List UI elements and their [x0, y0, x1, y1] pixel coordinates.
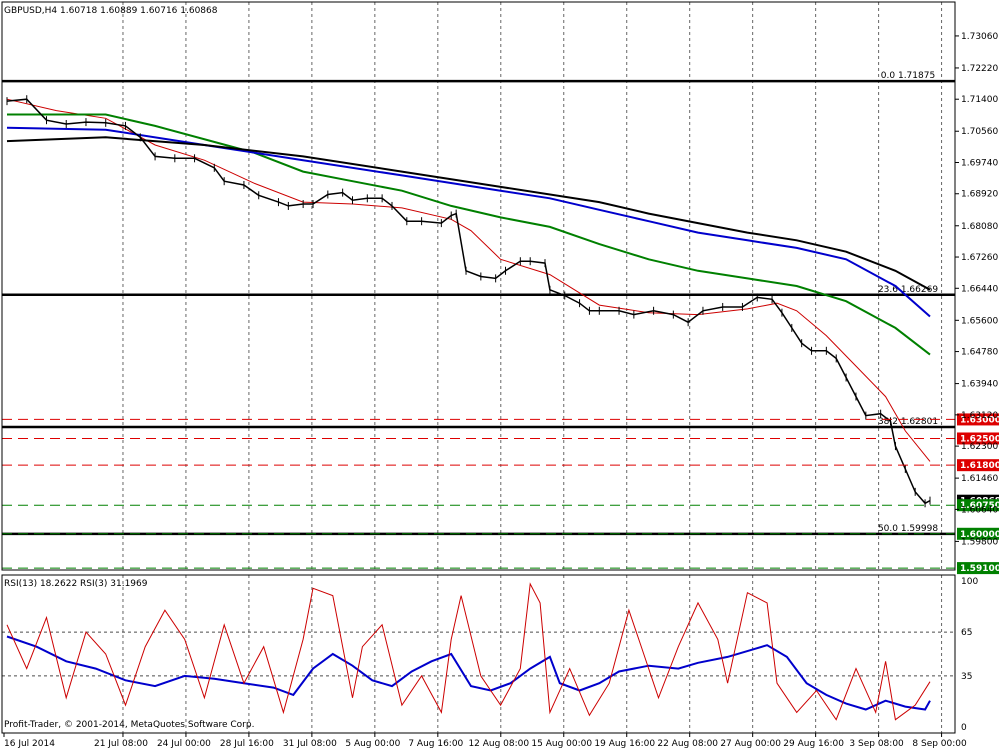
x-tick-label: 22 Aug 08:00 — [657, 739, 718, 749]
y-tick-label: 1.69740 — [961, 158, 998, 168]
x-tick-label: 31 Jul 08:00 — [283, 739, 337, 749]
x-tick-label: 8 Sep 00:00 — [912, 739, 967, 749]
y-tick-label: 1.63120 — [961, 411, 998, 421]
x-tick-label: 7 Aug 16:00 — [408, 739, 463, 749]
rsi-axis-label: 0 — [961, 723, 967, 733]
x-tick-label: 15 Aug 00:00 — [531, 739, 592, 749]
rsi-header: RSI(13) 18.2622 RSI(3) 31.1969 — [4, 579, 148, 589]
x-tick-label: 27 Aug 00:00 — [720, 739, 781, 749]
x-tick-label: 12 Aug 08:00 — [468, 739, 529, 749]
price-tag-label: 1.59100 — [960, 564, 1000, 574]
y-tick-label: 1.71400 — [961, 95, 998, 105]
rsi-axis-label: 35 — [961, 672, 972, 682]
x-tick-label: 16 Jul 2014 — [4, 739, 55, 749]
y-tick-label: 1.66440 — [961, 284, 998, 294]
x-tick-label: 28 Jul 16:00 — [220, 739, 274, 749]
y-tick-label: 1.59800 — [961, 537, 998, 547]
x-tick-label: 19 Aug 16:00 — [594, 739, 655, 749]
x-tick-label: 29 Aug 16:00 — [783, 739, 844, 749]
fibonacci-level-label: 50.0 1.59998 — [878, 524, 938, 534]
x-tick-label: 21 Jul 08:00 — [94, 739, 148, 749]
copyright-text: Profit-Trader, © 2001-2014, MetaQuotes S… — [4, 720, 254, 730]
y-tick-label: 1.60640 — [961, 505, 998, 515]
y-tick-label: 1.63940 — [961, 380, 998, 390]
y-tick-label: 1.65600 — [961, 316, 998, 326]
x-tick-label: 24 Jul 00:00 — [157, 739, 211, 749]
y-tick-label: 1.61460 — [961, 474, 998, 484]
y-tick-label: 1.72220 — [961, 64, 998, 74]
x-tick-label: 3 Sep 08:00 — [849, 739, 904, 749]
y-tick-label: 1.68080 — [961, 222, 998, 232]
price-tag-label: 1.61800 — [960, 461, 1000, 471]
y-tick-label: 1.62300 — [961, 442, 998, 452]
rsi-axis-label: 65 — [961, 628, 972, 638]
y-tick-label: 1.67260 — [961, 253, 998, 263]
chart-header: GBPUSD,H4 1.60718 1.60889 1.60716 1.6086… — [4, 6, 218, 16]
fibonacci-level-label: 0.0 1.71875 — [881, 71, 935, 81]
y-tick-label: 1.70560 — [961, 127, 998, 137]
y-tick-label: 1.73060 — [961, 32, 998, 42]
y-tick-label: 1.68920 — [961, 190, 998, 200]
y-tick-label: 1.64780 — [961, 348, 998, 358]
x-tick-label: 5 Aug 00:00 — [345, 739, 400, 749]
rsi-axis-label: 100 — [961, 577, 978, 587]
